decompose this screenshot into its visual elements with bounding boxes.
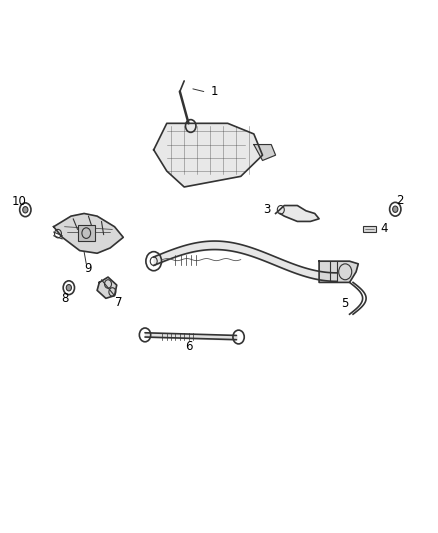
Polygon shape (319, 261, 358, 282)
Polygon shape (254, 144, 276, 160)
FancyBboxPatch shape (78, 225, 95, 241)
Text: 1: 1 (211, 85, 219, 98)
Polygon shape (97, 277, 117, 298)
Text: 6: 6 (185, 340, 192, 352)
Text: 8: 8 (61, 292, 68, 305)
Circle shape (23, 207, 28, 213)
Polygon shape (53, 214, 123, 253)
Text: 10: 10 (11, 195, 26, 208)
Polygon shape (276, 206, 319, 221)
FancyBboxPatch shape (363, 225, 376, 232)
Polygon shape (154, 123, 262, 187)
Text: 4: 4 (381, 222, 388, 236)
Text: 7: 7 (115, 296, 123, 309)
Text: 2: 2 (396, 193, 403, 207)
Circle shape (66, 285, 71, 291)
Text: 3: 3 (263, 203, 271, 216)
Text: 9: 9 (85, 262, 92, 275)
Text: 5: 5 (342, 297, 349, 310)
Circle shape (392, 206, 398, 213)
